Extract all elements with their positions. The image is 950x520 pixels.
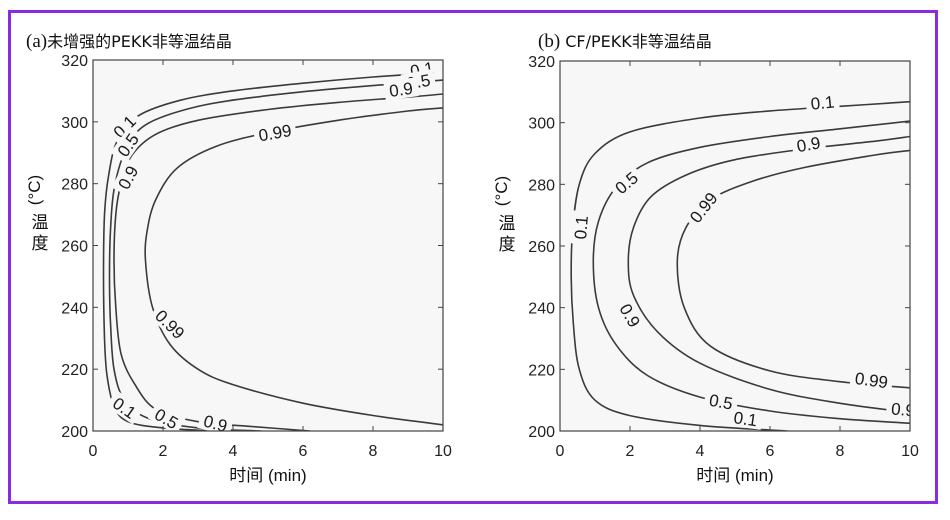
panel-b-y-axis-unit: (°C) [492,176,511,206]
panel-a-contour-label-bg [110,125,145,164]
panel-b-tag: (b) [538,31,561,52]
panel-a-y-axis-title-char: 温 [32,213,49,233]
panel-a-ytick-label: 240 [61,300,88,317]
panel-a-contours: 0.10.10.10.50.50.50.90.90.90.990.99 [102,60,443,436]
panel-b-contour-0-5 [592,120,910,425]
panel-a-ytick-label: 280 [61,177,88,194]
panel-b-xtick-label: 4 [696,443,705,460]
panel-a-contour-label-bg [105,390,144,425]
panel-a-ytick-label: 200 [61,424,88,441]
panel-b-x-axis-title: 时间 (min) [696,466,773,486]
panel-b-contour-label-bg [849,367,894,392]
panel-b-ytick-label: 300 [528,116,555,133]
panel-b-ytick-label: 240 [528,301,555,318]
panel-b-contour-label-bg [790,131,827,157]
panel-b-contour-label-0-5-0: 0.5 [703,388,739,414]
panel-b-contour-label-bg [703,388,739,414]
panel-b-contour-label-text: 0.99 [854,369,889,392]
panel-a-title-text: 未增强的PEKK非等温结晶 [47,32,232,51]
panel-b-ytick-label: 220 [528,362,555,379]
panel-a-x-axis-title: 时间 (min) [229,466,306,486]
panel-a-xtick-label: 10 [434,443,452,460]
panel-b-title-text: CF/PEKK非等温结晶 [565,32,712,51]
panel-b-contour-label-bg [727,406,764,430]
panel-b-y-axis-title-char: 度 [499,235,516,255]
panel-b-xtick-label: 6 [766,443,775,460]
panel-b-chart: 0.10.10.10.50.50.90.90.90.990.990 2 4 6 8 102… [492,54,919,486]
panel-a-contour-0-1 [102,73,419,431]
panel-a-contour-label-0-99-1: 0.99 [252,119,298,146]
panel-b-x-axis-title-cjk: 时间 [696,466,730,486]
panel-b-x-axis-title-unit: (min) [730,466,773,485]
panel-b-contour-label-0-9-1: 0.9 [790,131,827,157]
panel-a-xtick-label: 0 [89,443,98,460]
panel-b-contour-label-bg [569,210,592,245]
panel-a-xtick-label: 8 [369,443,378,460]
panel-b-contour-label-0-9-2: 0.9 [885,397,915,420]
panel-a-contour-label-bg [147,401,186,431]
panel-a-contour-0-99 [144,107,443,426]
panel-b-contour-label-text: 0.9 [795,133,822,156]
panel-b-ytick-label: 280 [528,177,555,194]
panel-a-contour-label-bg [252,119,298,146]
panel-b-xtick-label: 10 [901,443,919,460]
panel-a-x-axis-title-cjk: 时间 [229,466,263,486]
panel-a-ytick-label: 300 [61,115,88,132]
panel-b-contour-label-0-1-2: 0.1 [805,90,840,114]
panel-b-xtick-label: 0 [556,443,565,460]
panel-b-contour-label-text: 0.1 [571,215,592,240]
panel-b-contour-label-bg [682,184,724,230]
panel-a-contour-label-text: 0.9 [388,79,414,101]
panel-b-ytick-label: 260 [528,239,555,256]
panel-b-xtick-label: 2 [626,443,635,460]
panel-a-y-axis-title-char: 度 [32,234,49,254]
panel-a-ytick-label: 220 [61,362,88,379]
panel-a-contour-label-bg [383,77,419,101]
panel-b-xtick-label: 8 [836,443,845,460]
panel-a-ytick-label: 260 [61,239,88,256]
panel-a-contour-label-bg [105,107,143,145]
panel-a-y-axis-unit: (°C) [25,175,44,205]
panel-b-contour-label-text: 0.1 [810,92,835,113]
panel-b-y-axis-title-char: 温 [499,214,516,234]
panel-b-ytick-label: 320 [528,54,555,71]
panel-a-chart: 0.10.10.10.50.50.50.90.90.90.990.990 2 4 6 8… [25,53,452,486]
panel-a-contour-label-bg [148,302,192,346]
panel-a-contour-label-text: 0.9 [201,412,229,436]
panel-b-ytick-label: 200 [528,424,555,441]
panel-b-title: (b) CF/PEKK非等温结晶 [538,32,894,52]
panel-a-title: (a)未增强的PEKK非等温结晶 [26,32,466,52]
panel-b-contour-label-bg [885,397,910,420]
panel-b-plot-area [560,61,910,431]
panel-a-xtick-label: 6 [299,443,308,460]
panel-b-contour-label-0-1-0: 0.1 [569,210,592,245]
panel-b-contour-label-bg [805,90,840,114]
panel-b-contour-label-text: 0.9 [890,399,915,420]
panel-b-contour-label-text: 0.1 [732,408,758,430]
panel-a-xtick-label: 2 [159,443,168,460]
panel-a-tag: (a) [26,31,48,52]
panel-b-contours: 0.10.10.10.50.50.90.90.90.990.99 [569,90,915,431]
panel-a-x-axis-title-unit: (min) [263,466,306,485]
panel-b-contour-label-text: 0.5 [708,391,735,414]
panel-a-contour-label-0-9-0: 0.9 [197,409,235,436]
panel-a-contour-label-bg [111,158,144,197]
panel-a-ytick-label: 320 [61,53,88,70]
panel-a-contour-label-0-9-2: 0.9 [383,77,419,101]
panel-b-contour-0-99 [676,149,910,389]
panel-a-contour-label-bg [197,409,235,431]
panel-b-contour-label-bg [613,296,647,335]
panel-b-contour-label-0-99-1: 0.99 [849,367,894,392]
panel-b-contour-label-bg [607,164,645,201]
panel-b-contour-label-0-1-1: 0.1 [727,406,764,430]
panel-a-xtick-label: 4 [229,443,238,460]
